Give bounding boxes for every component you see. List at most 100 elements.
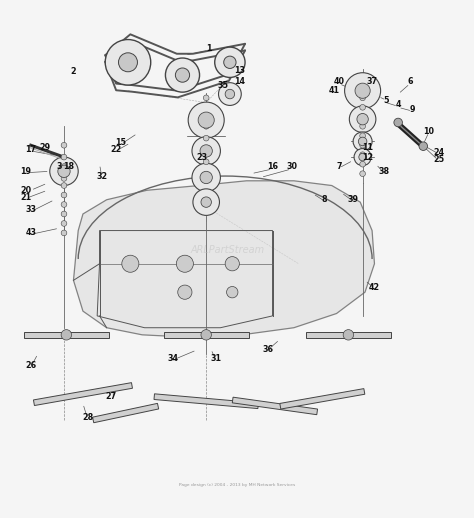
Text: 15: 15 xyxy=(115,138,127,147)
Circle shape xyxy=(355,83,370,98)
Circle shape xyxy=(61,221,67,226)
Text: 1: 1 xyxy=(206,44,211,52)
Text: 5: 5 xyxy=(383,96,389,105)
Circle shape xyxy=(360,114,365,120)
Text: 21: 21 xyxy=(20,193,32,202)
Text: 3: 3 xyxy=(56,162,62,171)
Circle shape xyxy=(61,329,72,340)
Text: 7: 7 xyxy=(336,162,342,171)
Circle shape xyxy=(225,89,235,99)
Circle shape xyxy=(61,202,67,207)
Circle shape xyxy=(219,83,241,106)
Text: 8: 8 xyxy=(322,195,328,204)
Polygon shape xyxy=(73,181,374,337)
Text: 37: 37 xyxy=(366,77,378,86)
Circle shape xyxy=(188,102,224,138)
Circle shape xyxy=(225,256,239,271)
Text: 24: 24 xyxy=(433,148,444,157)
Text: 25: 25 xyxy=(433,155,444,164)
Circle shape xyxy=(203,135,209,141)
Text: 13: 13 xyxy=(234,66,245,75)
Text: 27: 27 xyxy=(106,392,117,401)
Text: 32: 32 xyxy=(96,171,108,181)
Polygon shape xyxy=(164,332,249,338)
Circle shape xyxy=(345,73,381,109)
Circle shape xyxy=(203,123,209,129)
Circle shape xyxy=(198,112,214,128)
Text: 2: 2 xyxy=(71,67,76,76)
Text: 10: 10 xyxy=(423,126,435,136)
Text: 23: 23 xyxy=(196,153,207,162)
Circle shape xyxy=(360,133,365,139)
Polygon shape xyxy=(306,332,391,338)
Text: Page design (c) 2004 - 2013 by MH Network Services: Page design (c) 2004 - 2013 by MH Networ… xyxy=(179,483,295,487)
Text: 14: 14 xyxy=(234,77,245,86)
Circle shape xyxy=(61,154,67,160)
Text: 19: 19 xyxy=(20,167,32,176)
Circle shape xyxy=(203,159,209,165)
Circle shape xyxy=(360,152,365,157)
Text: 16: 16 xyxy=(267,162,278,171)
Circle shape xyxy=(343,329,354,340)
Text: 26: 26 xyxy=(25,361,36,370)
Circle shape xyxy=(227,286,238,298)
Circle shape xyxy=(359,153,366,161)
Circle shape xyxy=(122,255,139,272)
Text: 28: 28 xyxy=(82,413,93,422)
Circle shape xyxy=(203,147,209,153)
Text: 9: 9 xyxy=(410,105,415,114)
Circle shape xyxy=(61,211,67,217)
Polygon shape xyxy=(34,383,132,406)
Circle shape xyxy=(360,95,365,100)
Circle shape xyxy=(61,183,67,189)
Circle shape xyxy=(360,161,365,167)
Circle shape xyxy=(192,163,220,192)
Circle shape xyxy=(178,285,192,299)
Circle shape xyxy=(224,56,236,68)
Circle shape xyxy=(192,137,220,165)
Text: 31: 31 xyxy=(210,354,221,363)
Text: 12: 12 xyxy=(362,153,373,162)
Text: 40: 40 xyxy=(333,77,345,86)
Circle shape xyxy=(61,176,67,181)
Circle shape xyxy=(360,123,365,129)
Circle shape xyxy=(61,192,67,198)
Circle shape xyxy=(165,58,200,92)
Circle shape xyxy=(354,149,371,166)
Text: 34: 34 xyxy=(167,354,179,363)
Text: 38: 38 xyxy=(378,167,390,176)
Circle shape xyxy=(193,189,219,215)
Text: 35: 35 xyxy=(217,81,228,91)
Circle shape xyxy=(357,113,368,125)
Polygon shape xyxy=(154,394,258,409)
Text: 43: 43 xyxy=(25,228,36,237)
Text: 20: 20 xyxy=(20,186,32,195)
Text: 4: 4 xyxy=(395,100,401,109)
Circle shape xyxy=(201,329,211,340)
Text: 39: 39 xyxy=(347,195,359,204)
Circle shape xyxy=(419,142,428,150)
Text: 42: 42 xyxy=(369,283,380,292)
Text: 11: 11 xyxy=(362,143,373,152)
Circle shape xyxy=(360,105,365,110)
Circle shape xyxy=(58,165,70,178)
Circle shape xyxy=(200,171,212,184)
Circle shape xyxy=(215,47,245,78)
Text: ARLPartStream: ARLPartStream xyxy=(191,244,264,254)
Circle shape xyxy=(175,68,190,82)
Polygon shape xyxy=(280,388,365,409)
Circle shape xyxy=(176,255,193,272)
Text: 30: 30 xyxy=(286,162,297,171)
Text: 22: 22 xyxy=(110,146,122,154)
Circle shape xyxy=(360,171,365,177)
Circle shape xyxy=(360,142,365,148)
Polygon shape xyxy=(232,397,318,415)
Text: 29: 29 xyxy=(39,143,51,152)
Circle shape xyxy=(61,142,67,148)
Polygon shape xyxy=(24,332,109,338)
Circle shape xyxy=(118,53,137,72)
Text: 36: 36 xyxy=(262,344,273,354)
Circle shape xyxy=(105,39,151,85)
Circle shape xyxy=(61,230,67,236)
Text: 18: 18 xyxy=(63,162,74,171)
